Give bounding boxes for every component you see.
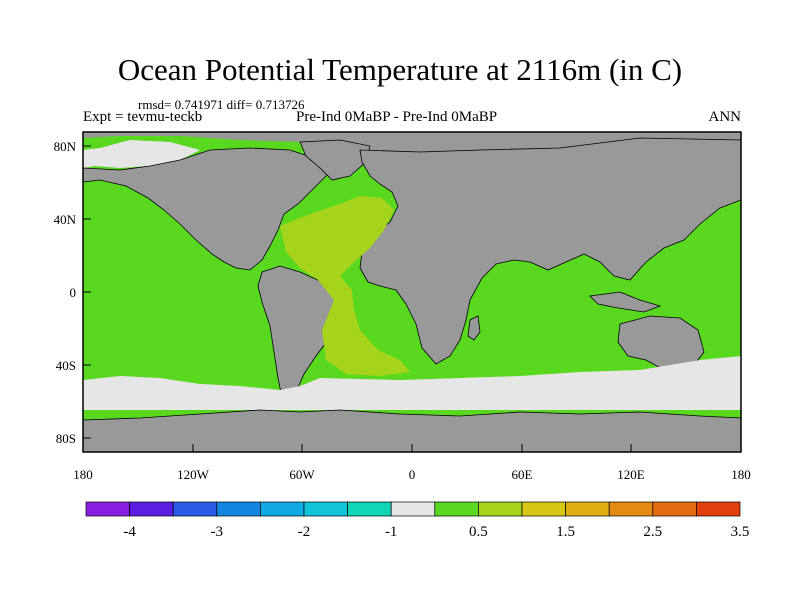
atlantic-warm-region: [280, 196, 410, 376]
colorbar-swatch: [303, 501, 348, 517]
colorbar-label: -1: [385, 524, 398, 540]
arctic-light-region: [83, 140, 200, 168]
greenland-landmass: [299, 139, 371, 181]
colorbar-label: -4: [123, 524, 136, 540]
north-america-landmass: [82, 147, 331, 271]
colorbar-swatch: [85, 501, 130, 517]
colorbar-swatch: [129, 501, 174, 517]
colorbar-labels: -4 -3 -2 -1 0.5 1.5 2.5 3.5: [123, 524, 749, 540]
colorbar-swatch: [521, 501, 566, 517]
map-title: Ocean Potential Temperature at 2116m (in…: [117, 52, 683, 87]
colorbar-label: -2: [298, 524, 311, 540]
madagascar-landmass: [467, 315, 481, 341]
colorbar-label: 1.5: [556, 524, 575, 540]
colorbar-swatch: [434, 501, 479, 517]
lon-tick-label: 180: [73, 467, 93, 482]
comparison-label: Pre-Ind 0MaBP - Pre-Ind 0MaBP: [296, 109, 498, 125]
lon-tick-label: 60E: [512, 467, 533, 482]
lat-tick-label: 80S: [56, 431, 76, 446]
colorbar-swatch: [260, 501, 305, 517]
lon-tick-label: 120E: [617, 467, 645, 482]
lon-tick-label: 60W: [289, 467, 315, 482]
colorbar-swatch: [216, 501, 261, 517]
experiment-label: Expt = tevmu-teckb: [83, 109, 203, 125]
colorbar-label: -3: [211, 524, 224, 540]
colorbar-swatch: [390, 501, 436, 517]
lat-tick-label: 80N: [54, 139, 77, 154]
lon-tick-label: 0: [409, 467, 416, 482]
colorbar-label: 2.5: [643, 524, 662, 540]
lon-tick-label: 180: [731, 467, 751, 482]
indonesia-landmass: [589, 291, 662, 313]
lat-tick-label: 40S: [56, 358, 76, 373]
colorbar: [85, 501, 741, 517]
colorbar-swatch: [696, 501, 741, 517]
lon-tick-label: 120W: [177, 467, 210, 482]
colorbar-label: 0.5: [469, 524, 488, 540]
colorbar-swatch: [478, 501, 523, 517]
colorbar-swatch: [565, 501, 610, 517]
colorbar-swatch: [608, 501, 654, 517]
colorbar-label: 3.5: [731, 524, 750, 540]
colorbar-swatch: [652, 501, 697, 517]
colorbar-swatch: [347, 501, 392, 517]
lat-tick-label: 0: [70, 285, 77, 300]
season-label: ANN: [708, 109, 742, 125]
map-ticks: [82, 145, 742, 452]
stats-label: rmsd= 0.741971 diff= 0.713726: [138, 97, 305, 112]
southern-ocean-light-band: [83, 356, 741, 410]
lat-tick-label: 40N: [54, 212, 77, 227]
arctic-land: [83, 132, 741, 152]
colorbar-swatch: [172, 501, 218, 517]
